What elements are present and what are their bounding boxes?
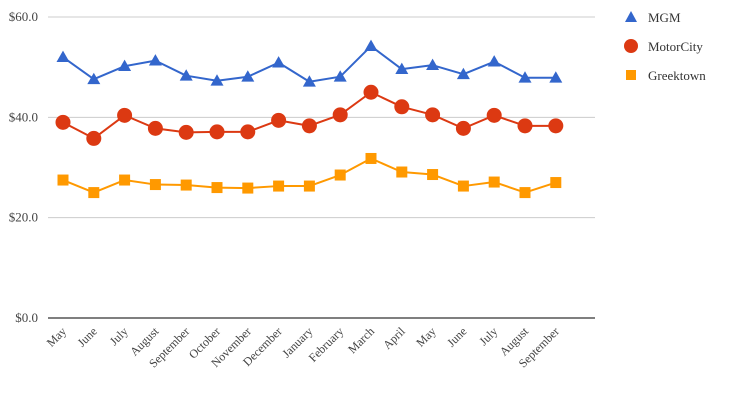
data-point <box>549 71 563 83</box>
data-point <box>334 169 346 181</box>
data-point <box>271 112 287 128</box>
data-point <box>301 118 317 134</box>
data-point <box>426 58 440 71</box>
x-tick-label: May <box>44 324 69 349</box>
y-tick-label: $40.0 <box>9 109 38 124</box>
data-point <box>517 118 533 134</box>
data-point <box>364 39 378 51</box>
series-mgm <box>56 39 563 87</box>
x-tick-label: April <box>380 324 408 352</box>
data-point <box>179 69 193 81</box>
data-point <box>209 124 225 140</box>
data-point <box>56 50 70 63</box>
data-point <box>87 72 101 85</box>
data-point <box>396 166 408 178</box>
legend: MGM MotorCity Greektown <box>624 10 706 83</box>
data-point <box>488 176 500 188</box>
data-point <box>427 169 439 181</box>
data-point <box>178 124 194 140</box>
data-point <box>86 130 102 146</box>
data-point <box>519 187 531 199</box>
data-point <box>119 174 131 186</box>
data-point <box>332 107 348 123</box>
x-tick-label: February <box>306 324 347 365</box>
data-point <box>273 180 285 192</box>
data-point <box>118 59 132 72</box>
data-point <box>363 84 379 100</box>
y-tick-label: $20.0 <box>9 210 38 225</box>
series-motorcity <box>55 84 564 146</box>
data-point <box>365 152 377 164</box>
y-tick-label: $60.0 <box>9 9 38 24</box>
data-point <box>455 120 471 136</box>
y-axis-ticks: $0.0 $20.0 $40.0 $60.0 <box>9 9 38 325</box>
data-point <box>395 62 409 75</box>
x-tick-label: June <box>444 324 469 349</box>
data-point <box>55 114 71 130</box>
legend-label: Greektown <box>648 68 706 83</box>
data-point <box>302 75 316 87</box>
data-point <box>210 74 224 86</box>
data-point <box>487 55 501 67</box>
data-point <box>548 118 564 134</box>
data-point <box>303 180 315 192</box>
data-point <box>211 182 223 194</box>
data-point <box>147 120 163 136</box>
legend-item: Greektown <box>626 68 706 83</box>
legend-label: MGM <box>648 10 681 25</box>
data-point <box>240 124 256 140</box>
series-group <box>55 39 564 199</box>
data-point <box>242 182 254 194</box>
data-point <box>117 107 133 123</box>
data-point <box>518 71 532 83</box>
x-tick-label: July <box>107 324 131 348</box>
legend-item: MotorCity <box>624 39 703 54</box>
data-point <box>180 179 192 191</box>
x-axis-ticks: May June JulyAugustSeptemberOctoberNovembe… <box>44 324 562 371</box>
y-tick-label: $0.0 <box>15 310 38 325</box>
x-tick-label: June <box>74 324 99 349</box>
data-point <box>149 179 161 191</box>
legend-marker <box>624 39 638 53</box>
data-point <box>456 67 470 80</box>
data-point <box>425 107 441 123</box>
series-greektown <box>57 152 562 199</box>
data-point <box>241 70 255 82</box>
legend-marker <box>625 11 637 22</box>
legend-marker <box>626 70 636 80</box>
data-point <box>486 107 502 123</box>
x-tick-label: July <box>476 324 500 348</box>
legend-item: MGM <box>625 10 681 25</box>
gridlines <box>48 16 595 319</box>
data-point <box>272 56 286 68</box>
data-point <box>394 99 410 115</box>
data-point <box>57 174 69 186</box>
data-point <box>550 177 562 189</box>
data-point <box>88 187 100 199</box>
data-point <box>333 70 347 82</box>
legend-label: MotorCity <box>648 39 703 54</box>
x-tick-label: March <box>345 324 377 356</box>
data-point <box>148 54 162 66</box>
x-tick-label: May <box>413 324 438 349</box>
data-point <box>457 180 469 192</box>
